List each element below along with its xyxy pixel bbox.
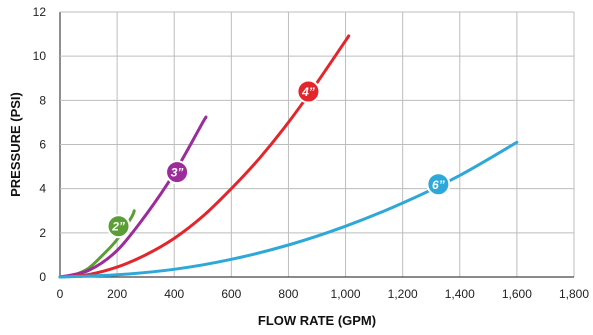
series-badge-label: 2”	[111, 220, 125, 234]
series-badge-label: 4”	[301, 85, 315, 99]
y-tick-label: 12	[33, 5, 47, 19]
series-badge: 2”	[106, 214, 131, 239]
series-line-1	[58, 115, 208, 279]
series-badge-circle	[106, 214, 131, 239]
x-tick-label: 800	[278, 287, 298, 301]
y-tick-label: 10	[33, 49, 47, 63]
grid	[59, 11, 575, 278]
x-tick-label: 400	[164, 287, 184, 301]
y-tick-label: 0	[39, 270, 46, 284]
x-tick-label: 1,600	[502, 287, 532, 301]
series-badge-circle	[165, 160, 190, 185]
x-tick-label: 1,400	[445, 287, 475, 301]
x-tick-label: 1,200	[388, 287, 418, 301]
x-tick-label: 1,800	[559, 287, 589, 301]
series-badge: 4”	[296, 79, 321, 104]
series-badge: 6”	[426, 172, 451, 197]
series-badge: 3”	[165, 160, 190, 185]
x-tick-label: 0	[57, 287, 64, 301]
y-axis-title: PRESSURE (PSI)	[8, 92, 23, 197]
series-badges: 2” 3” 4” 6”	[106, 79, 451, 239]
y-tick-label: 2	[39, 226, 46, 240]
series-badge-circle	[426, 172, 451, 197]
x-tick-label: 1,000	[331, 287, 361, 301]
tick-labels: 0 200 400 600 800 1,000 1,200 1,400 1,600 1,800 0 2…	[33, 5, 590, 301]
x-axis-title: FLOW RATE (GPM)	[258, 313, 376, 328]
series-line-2	[58, 34, 351, 279]
series-badge-label: 6”	[432, 178, 445, 192]
y-tick-label: 8	[39, 93, 46, 107]
series-badge-circle	[296, 79, 321, 104]
y-tick-label: 6	[39, 138, 46, 152]
x-tick-label: 200	[107, 287, 127, 301]
x-tick-label: 600	[221, 287, 241, 301]
series-badge-label: 3”	[171, 166, 184, 180]
y-tick-label: 4	[39, 182, 46, 196]
